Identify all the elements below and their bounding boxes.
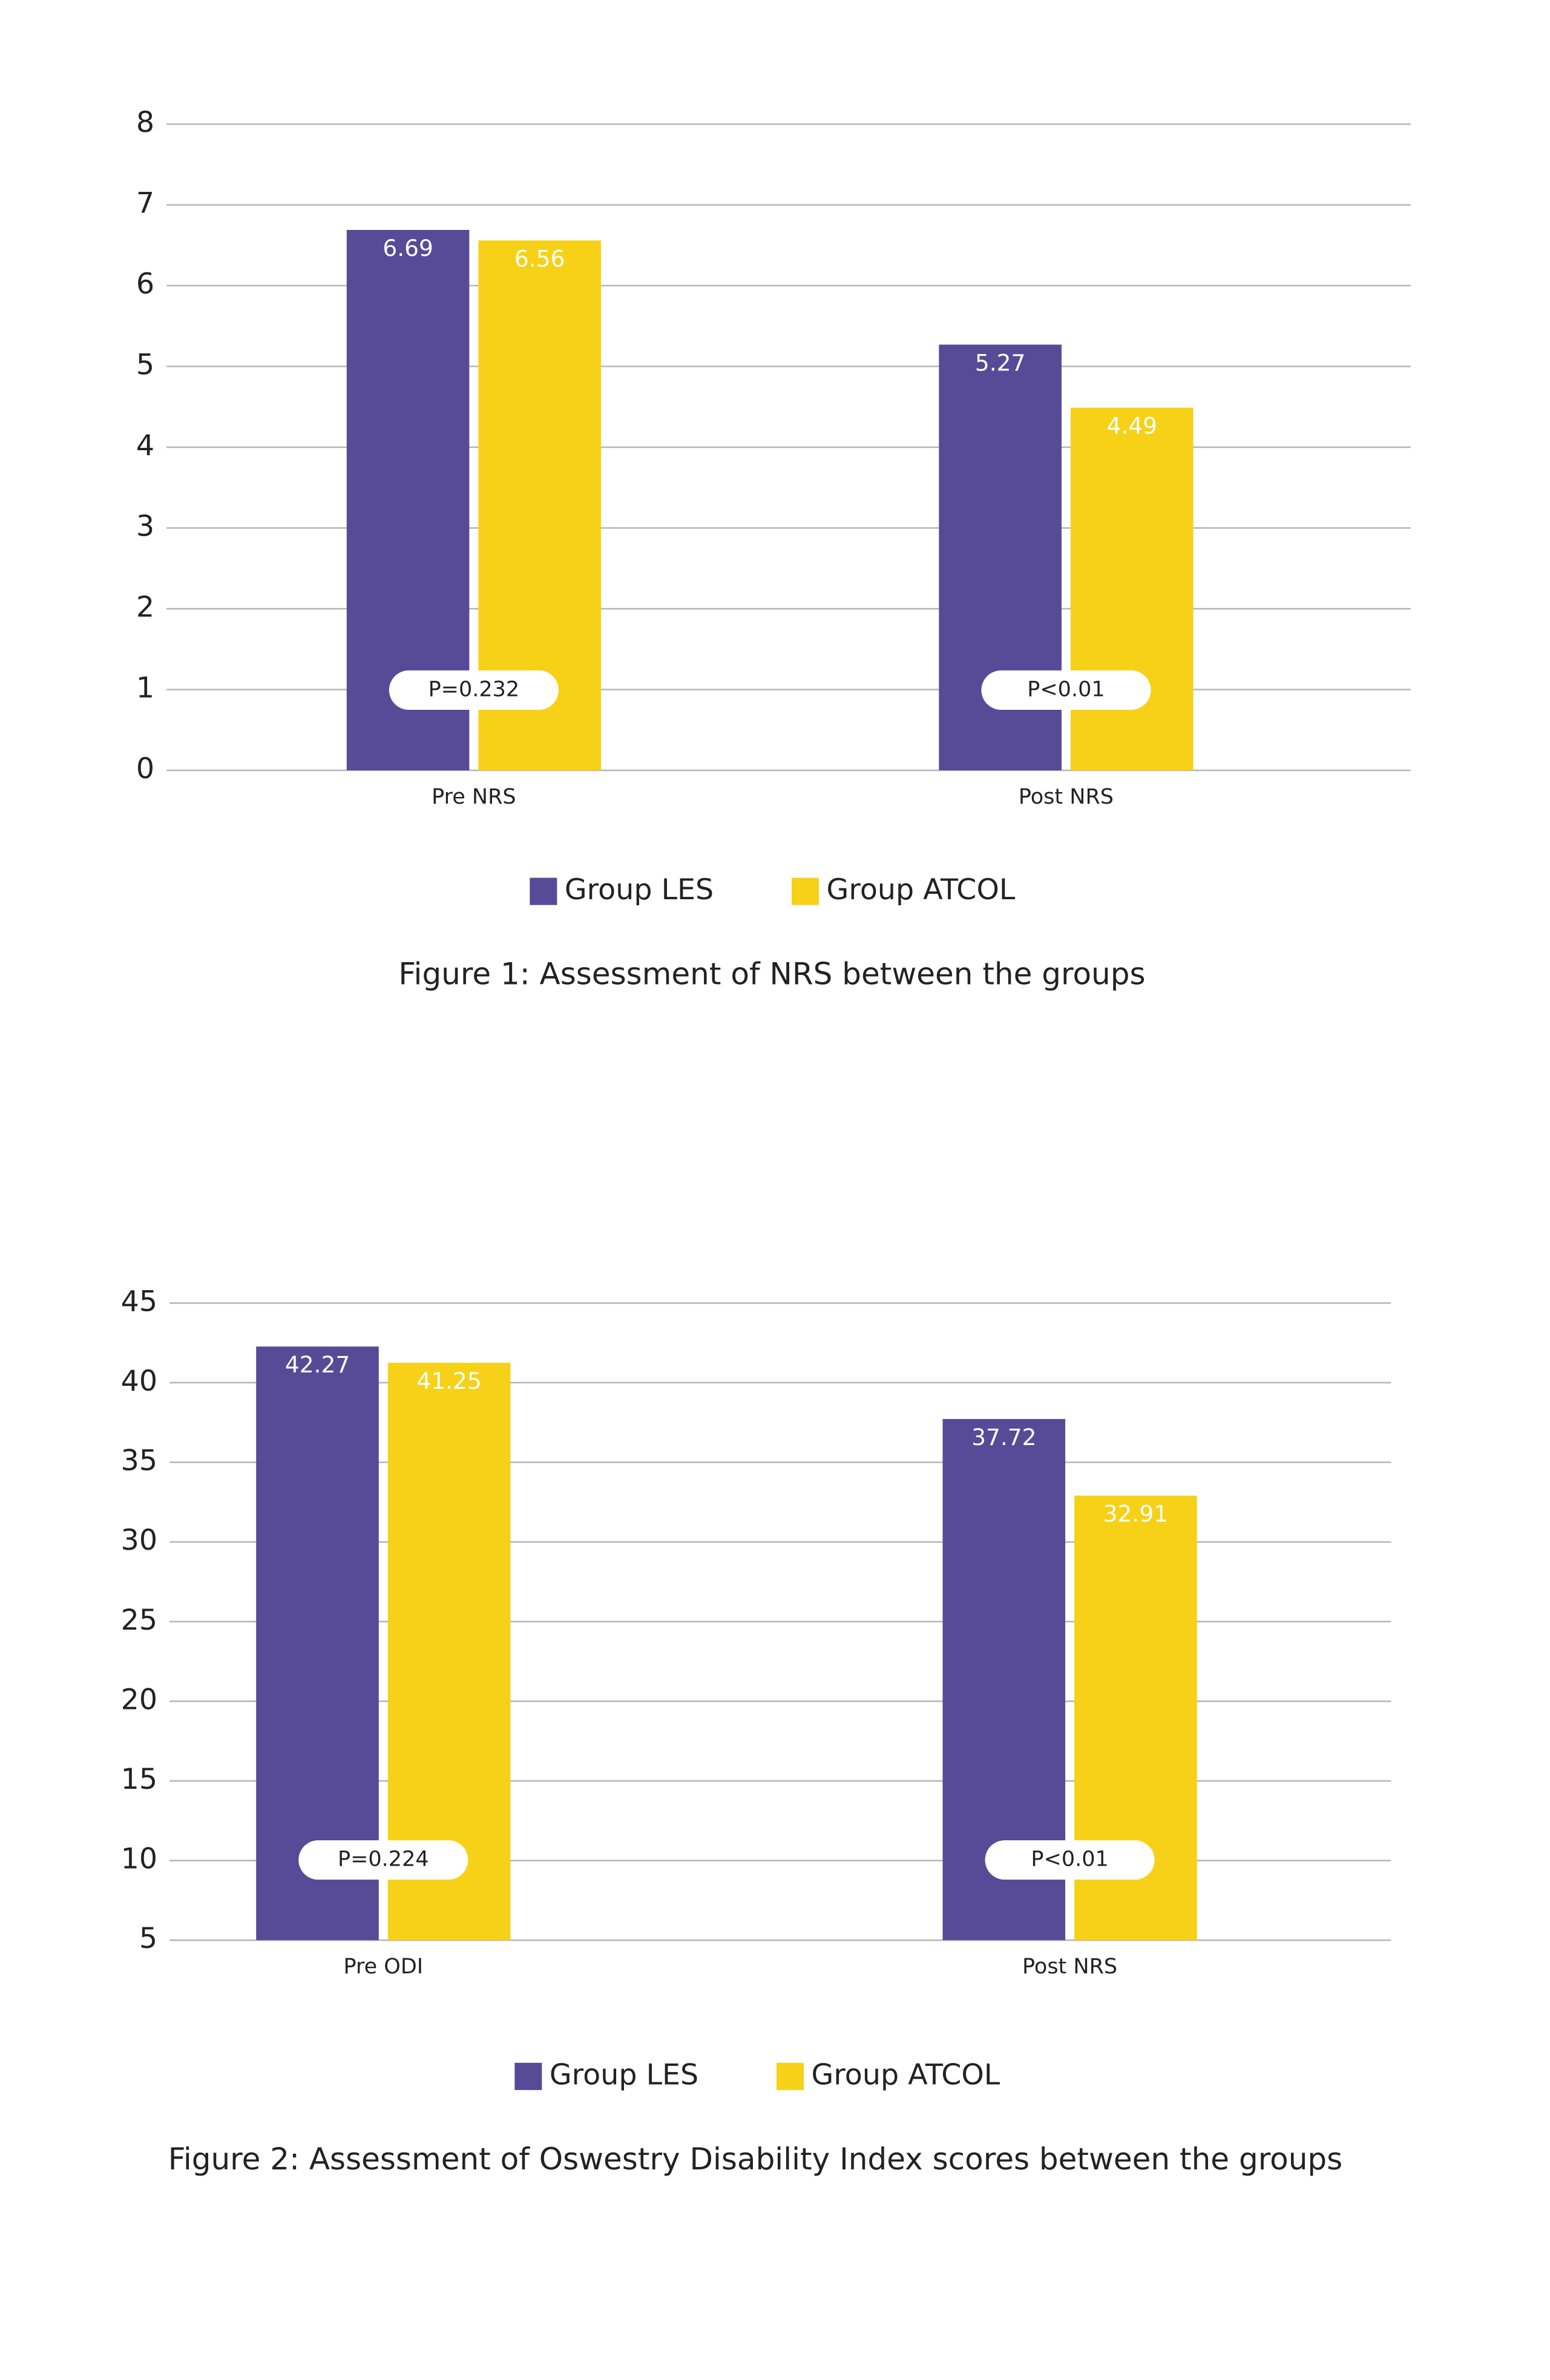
y-tick-label: 40 — [121, 1365, 157, 1398]
y-tick-label: 0 — [136, 752, 154, 785]
legend-label: Group ATCOL — [812, 2058, 1000, 2091]
y-tick-label: 25 — [121, 1604, 157, 1637]
value-label: 32.91 — [1103, 1501, 1168, 1527]
y-tick-label: 20 — [121, 1683, 157, 1716]
value-label: 6.56 — [514, 245, 565, 272]
value-label: 37.72 — [971, 1424, 1036, 1451]
p-value-pill — [298, 1840, 468, 1880]
value-label: 42.27 — [285, 1351, 350, 1378]
legend-label: Group LES — [565, 873, 714, 906]
y-tick-label: 5 — [139, 1922, 157, 1955]
p-value-annotation: P<0.01 — [1031, 1847, 1108, 1872]
p-value-pill — [985, 1840, 1155, 1880]
value-label: 4.49 — [1106, 413, 1157, 439]
bar — [1070, 407, 1194, 770]
y-tick-label: 30 — [121, 1524, 157, 1557]
figure-caption: Figure 1: Assessment of NRS between the … — [398, 957, 1145, 992]
y-tick-label: 10 — [121, 1843, 157, 1876]
y-tick-label: 7 — [136, 187, 154, 220]
y-tick-label: 8 — [136, 106, 154, 139]
y-tick-label: 4 — [136, 429, 154, 462]
p-value-pill — [389, 670, 559, 710]
legend-swatch — [514, 2062, 542, 2090]
x-tick-label: Post NRS — [1019, 785, 1114, 809]
y-tick-label: 5 — [136, 349, 154, 382]
y-tick-label: 3 — [136, 510, 154, 543]
x-tick-label: Pre NRS — [432, 785, 516, 809]
p-value-annotation: P=0.232 — [429, 677, 520, 701]
x-tick-label: Post NRS — [1022, 1955, 1117, 1979]
legend-swatch — [792, 877, 819, 905]
value-label: 5.27 — [975, 350, 1026, 376]
figure-caption: Figure 2: Assessment of Oswestry Disabil… — [168, 2142, 1343, 2177]
legend-swatch — [777, 2062, 804, 2090]
y-tick-label: 1 — [136, 671, 154, 704]
value-label: 41.25 — [416, 1368, 481, 1394]
p-value-annotation: P<0.01 — [1027, 677, 1105, 701]
legend-label: Group ATCOL — [827, 873, 1016, 906]
legend-label: Group LES — [550, 2058, 698, 2091]
y-tick-label: 35 — [121, 1444, 157, 1478]
y-tick-label: 6 — [136, 267, 154, 301]
value-label: 6.69 — [383, 235, 433, 261]
p-value-pill — [981, 670, 1151, 710]
y-tick-label: 45 — [121, 1285, 157, 1318]
y-tick-label: 2 — [136, 591, 154, 624]
y-tick-label: 15 — [121, 1763, 157, 1796]
p-value-annotation: P=0.224 — [338, 1847, 429, 1872]
legend-swatch — [530, 877, 557, 905]
x-tick-label: Pre ODI — [344, 1955, 424, 1979]
